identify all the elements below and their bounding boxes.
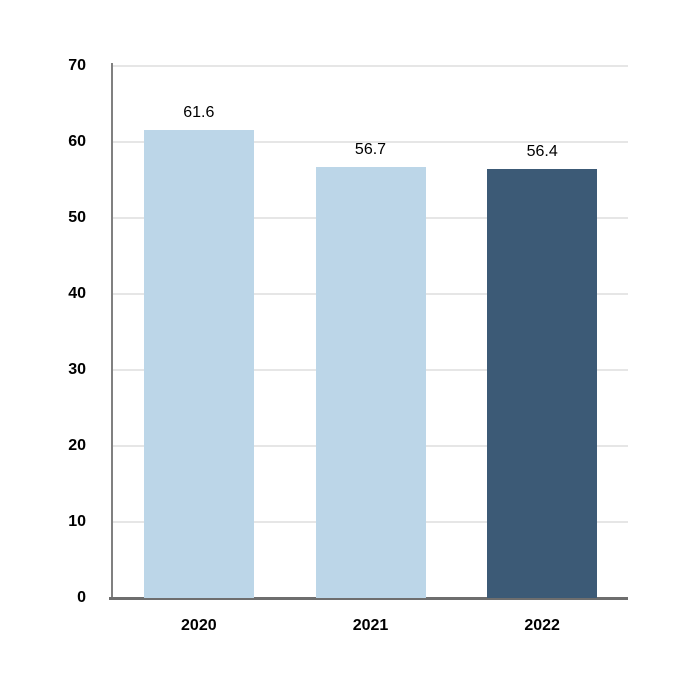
bar-data-label: 61.6 (183, 103, 215, 121)
x-axis-line (109, 597, 628, 600)
bar (143, 129, 254, 598)
y-axis-line (111, 63, 113, 598)
y-axis-tick-label: 70 (68, 57, 86, 74)
y-axis-tick-label: 50 (68, 209, 86, 226)
y-axis-tick-label: 30 (68, 361, 86, 378)
bar-data-label: 56.7 (354, 141, 387, 159)
x-axis-category-label: 2020 (181, 617, 217, 634)
y-axis-tick-label: 0 (77, 589, 86, 606)
gridline (113, 65, 628, 67)
x-axis-category-label: 2021 (352, 617, 389, 634)
y-axis-tick-label: 20 (68, 437, 86, 454)
y-axis-tick-label: 60 (68, 133, 86, 150)
gridline (113, 141, 628, 143)
y-axis-tick-label: 40 (68, 285, 86, 302)
y-axis-tick-label: 10 (68, 513, 86, 530)
bar-data-label: 56.4 (526, 143, 558, 161)
bar (315, 167, 426, 598)
bar (487, 169, 598, 598)
x-axis-category-label: 2022 (524, 617, 560, 634)
